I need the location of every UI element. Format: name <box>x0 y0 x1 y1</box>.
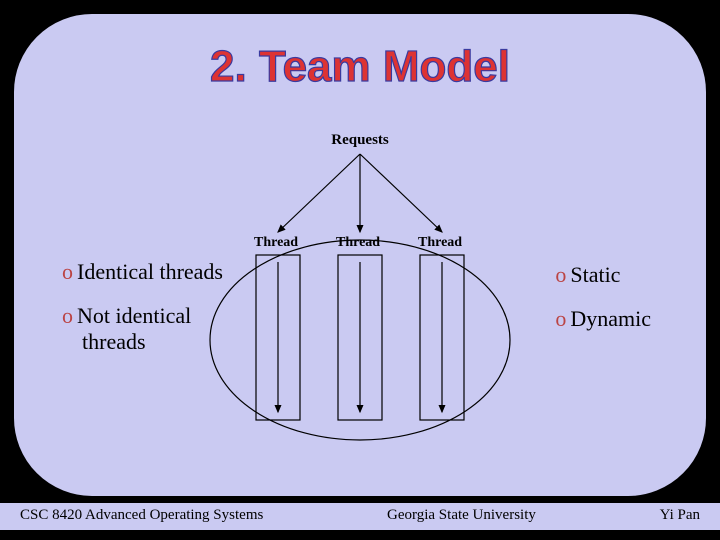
right-bullet-list: oStatic oDynamic <box>555 262 651 350</box>
thread-label-2: Thread <box>336 235 380 251</box>
bullet-marker: o <box>62 259 73 284</box>
bullet-text: Identical threads <box>77 259 223 284</box>
footer-right: Yi Pan <box>660 507 700 524</box>
diagram-svg <box>200 150 520 450</box>
bullet-marker: o <box>555 306 566 331</box>
bullet-text: Not identical <box>77 303 191 328</box>
team-model-diagram: Thread Thread Thread <box>200 150 520 450</box>
footer-left: CSC 8420 Advanced Operating Systems <box>20 507 263 524</box>
footer: CSC 8420 Advanced Operating Systems Geor… <box>0 503 720 530</box>
slide-title: 2. Team Model <box>210 42 510 92</box>
bullet-text: Dynamic <box>570 306 651 331</box>
bullet-marker: o <box>555 262 566 287</box>
list-item: oIdentical threads <box>62 259 223 285</box>
thread-label-3: Thread <box>418 235 462 251</box>
list-item: oStatic <box>555 262 651 288</box>
left-bullet-list: oIdentical threads oNot identical thread… <box>62 259 223 373</box>
requests-label: Requests <box>331 132 389 149</box>
list-item: oNot identical threads <box>62 303 223 355</box>
bullet-text: Static <box>570 262 620 287</box>
bullet-text-line2: threads <box>82 329 223 355</box>
footer-center: Georgia State University <box>387 507 536 524</box>
bullet-marker: o <box>62 303 73 328</box>
slide-frame: 2. Team Model Requests Thread Thread Thr… <box>12 12 708 498</box>
list-item: oDynamic <box>555 306 651 332</box>
thread-label-1: Thread <box>254 235 298 251</box>
